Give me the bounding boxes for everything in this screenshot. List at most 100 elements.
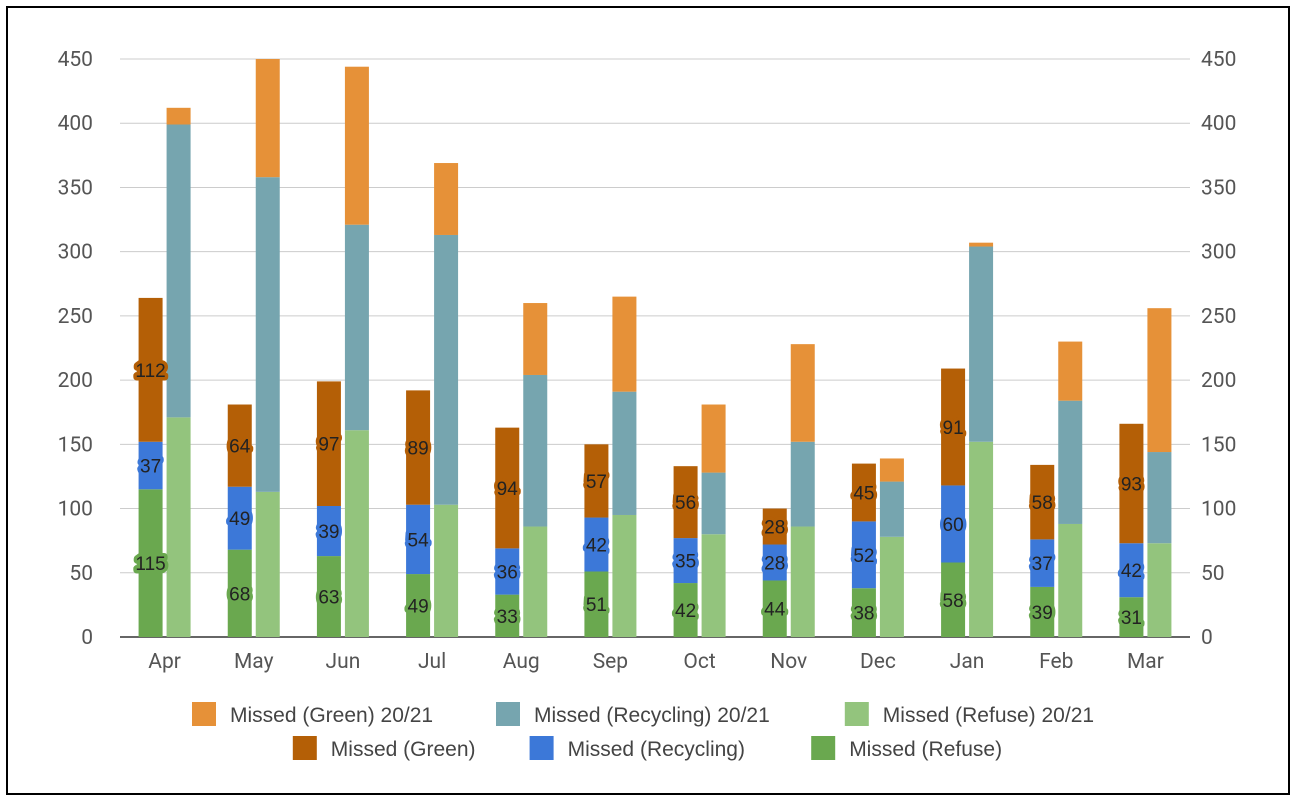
y-axis-left: 0 50 100 150 200 250 300 350 400 450: [58, 48, 93, 650]
bar-segment: [1058, 523, 1083, 637]
legend-swatch: [844, 702, 869, 726]
data-label: 58: [1032, 493, 1053, 514]
legend-item[interactable]: Missed (Green) 20/21: [192, 702, 433, 727]
y-tick-label-right: 50: [1201, 562, 1225, 586]
bar-segment: [495, 427, 520, 549]
y-tick-label-right: 300: [1201, 241, 1236, 265]
bar-segment: [1030, 586, 1055, 637]
data-label: 115: [135, 554, 165, 575]
data-label: 28: [764, 518, 785, 539]
data-label: 42: [586, 536, 607, 557]
bar-segment: [138, 441, 163, 490]
bar-segment: [879, 481, 904, 537]
bar-segment: [316, 505, 341, 557]
bar-segment: [1058, 400, 1083, 524]
bar-segment: [762, 544, 787, 581]
bar-segment: [673, 583, 698, 637]
legend-label: Missed (Refuse) 20/21: [883, 704, 1094, 727]
x-tick-label: Sep: [593, 650, 628, 674]
bar-segment: [969, 242, 994, 247]
bar-segment: [1147, 452, 1172, 544]
x-tick-label: Mar: [1127, 650, 1164, 674]
bar-segment: [701, 404, 726, 473]
y-tick-label-left: 100: [58, 498, 93, 522]
bar-segment: [344, 224, 369, 431]
bar-segment: [941, 562, 966, 637]
legend-label: Missed (Refuse): [849, 738, 1002, 761]
y-tick-label-right: 400: [1201, 112, 1236, 136]
legend-swatch: [292, 736, 317, 760]
gridlines: [120, 58, 1190, 638]
bar-segment: [344, 66, 369, 225]
x-tick-label: Jun: [326, 650, 361, 674]
bar-segment: [316, 556, 341, 637]
bar-segment: [255, 177, 280, 492]
bar-segment: [762, 580, 787, 637]
y-tick-label-left: 450: [58, 48, 93, 72]
bar-segment: [138, 297, 163, 442]
bar-segment: [790, 441, 815, 527]
bar-segment: [495, 594, 520, 637]
bar-segment: [1030, 464, 1055, 540]
data-label: 60: [943, 515, 964, 536]
bar-segment: [969, 441, 994, 637]
data-label: 49: [229, 509, 250, 530]
data-label: 57: [586, 472, 607, 493]
legend-label: Missed (Green) 20/21: [230, 704, 433, 727]
bar-segment: [344, 430, 369, 637]
x-tick-label: Aug: [503, 650, 540, 674]
data-label: 44: [764, 600, 786, 621]
bar-segment: [406, 390, 431, 505]
bars: [138, 59, 1172, 637]
chart-frame: [6, 6, 1290, 795]
legend-item[interactable]: Missed (Recycling) 20/21: [496, 702, 770, 727]
bar-segment: [612, 391, 637, 515]
y-tick-label-left: 150: [58, 433, 93, 457]
bar-segment: [941, 368, 966, 486]
y-tick-label-right: 250: [1201, 305, 1236, 329]
y-tick-label-right: 350: [1201, 176, 1236, 200]
y-tick-label-right: 200: [1201, 369, 1236, 393]
bar-segment: [166, 417, 191, 637]
bar-segment: [1147, 543, 1172, 637]
x-tick-label: May: [234, 650, 274, 674]
y-tick-label-right: 150: [1201, 433, 1236, 457]
legend-swatch: [811, 736, 836, 760]
x-tick-label: Feb: [1039, 650, 1073, 674]
legend-label: Missed (Green): [331, 738, 476, 761]
bar-segment: [673, 466, 698, 539]
data-label: 112: [135, 361, 165, 382]
data-label: 37: [140, 457, 161, 478]
bar-segment: [851, 463, 876, 522]
data-label: 94: [497, 479, 519, 500]
data-label: 91: [943, 418, 964, 439]
legend-item[interactable]: Missed (Recycling): [529, 736, 745, 761]
bar-segment: [701, 472, 726, 535]
bar-segment: [316, 381, 341, 506]
bar-segment: [851, 588, 876, 637]
legend-swatch: [192, 702, 216, 726]
bar-segment: [434, 163, 459, 235]
data-label: 51: [586, 595, 607, 616]
bar-segment: [612, 296, 637, 392]
legend[interactable]: Missed (Green) 20/21 Missed (Recycling) 2…: [192, 702, 1094, 761]
legend-item[interactable]: Missed (Green): [292, 736, 476, 761]
bar-segment: [1147, 308, 1172, 453]
bar-segment: [1058, 341, 1083, 401]
bar-segment: [1030, 539, 1055, 587]
y-tick-label-right: 450: [1201, 48, 1236, 72]
bar-segment: [523, 374, 548, 527]
data-label: 49: [408, 597, 429, 618]
bar-segment: [584, 444, 609, 518]
legend-item[interactable]: Missed (Refuse) 20/21: [844, 702, 1094, 727]
bar-segment: [584, 571, 609, 637]
bar-segment: [434, 504, 459, 637]
legend-label: Missed (Recycling): [568, 738, 745, 761]
bar-segment: [406, 574, 431, 637]
bar-segment: [166, 124, 191, 418]
legend-label: Missed (Recycling) 20/21: [534, 704, 770, 727]
y-tick-label-right: 0: [1201, 626, 1213, 650]
bar-segment: [255, 491, 280, 637]
legend-item[interactable]: Missed (Refuse): [811, 736, 1002, 761]
data-label: 39: [318, 522, 339, 543]
